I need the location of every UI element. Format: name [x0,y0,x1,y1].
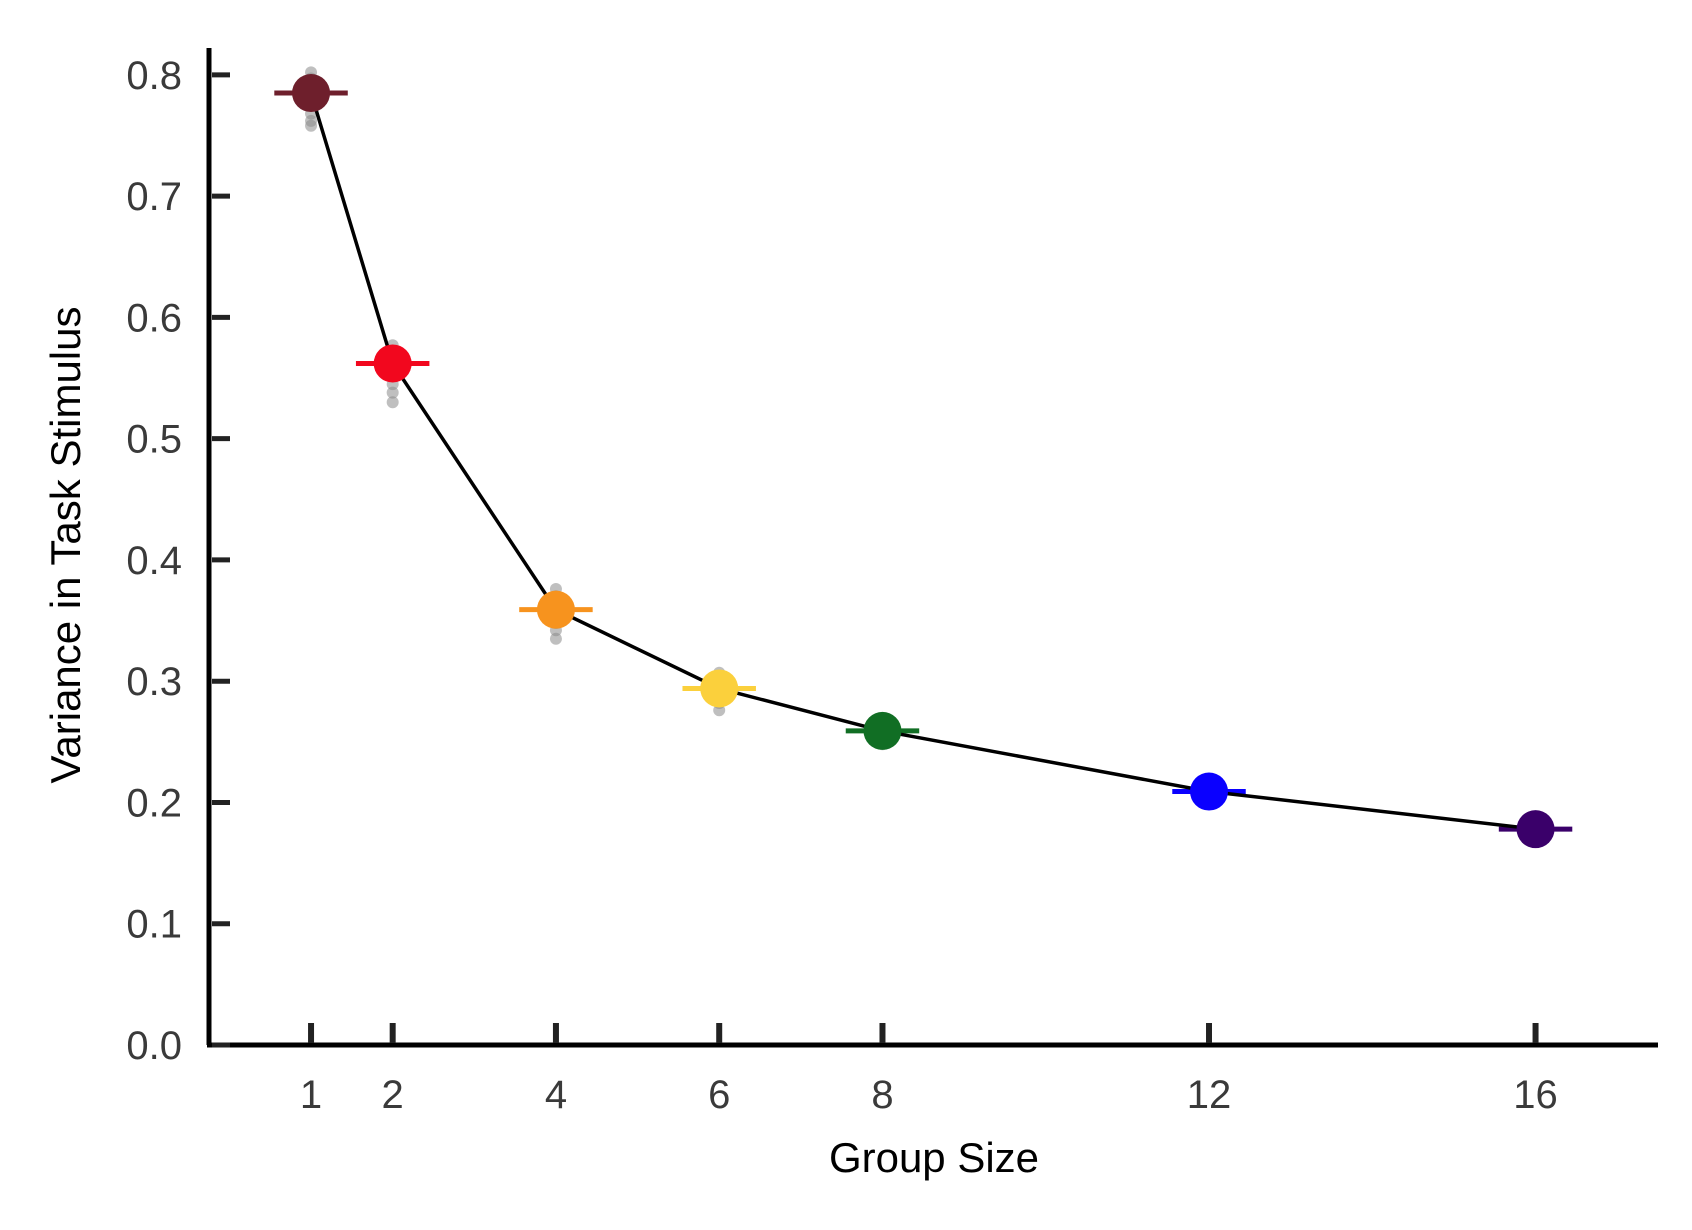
sample-point [386,386,399,399]
sample-point [386,396,399,409]
mean-point [373,344,412,383]
sample-point [549,632,562,645]
y-tick-label: 0.6 [126,296,182,340]
y-tick-label: 0.5 [126,418,182,462]
x-tick-label: 4 [545,1073,567,1117]
x-tick-label: 6 [708,1073,730,1117]
mean-point [1516,810,1555,849]
mean-point [536,590,575,629]
y-tick-label: 0.2 [126,781,182,825]
y-tick-label: 0.8 [126,54,182,98]
series-line [309,92,1536,831]
mean-point [700,669,739,708]
x-ticks: 1 2 4 6 8 12 16 [300,1023,1558,1117]
sample-points-layer [305,66,1542,839]
x-tick-label: 1 [300,1073,322,1117]
y-tick-label: 0.7 [126,175,182,219]
x-tick-label: 16 [1513,1073,1558,1117]
mean-point [1190,772,1229,811]
mean-point [863,711,902,750]
y-axis-title: Variance in Task Stimulus [42,307,89,784]
mean-point [292,74,331,113]
x-tick-label: 2 [382,1073,404,1117]
x-tick-label: 8 [871,1073,893,1117]
error-bars-layer [274,90,1573,832]
y-ticks: 0.0 0.1 0.2 0.3 0.4 0.5 0.6 0.7 0.8 [126,54,230,1068]
y-tick-label: 0.0 [126,1024,182,1068]
y-tick-label: 0.3 [126,660,182,704]
y-tick-label: 0.4 [126,539,182,583]
y-tick-label: 0.1 [126,903,182,947]
x-axis-title: Group Size [829,1134,1039,1181]
x-tick-label: 12 [1187,1073,1232,1117]
mean-points-layer [292,74,1555,849]
